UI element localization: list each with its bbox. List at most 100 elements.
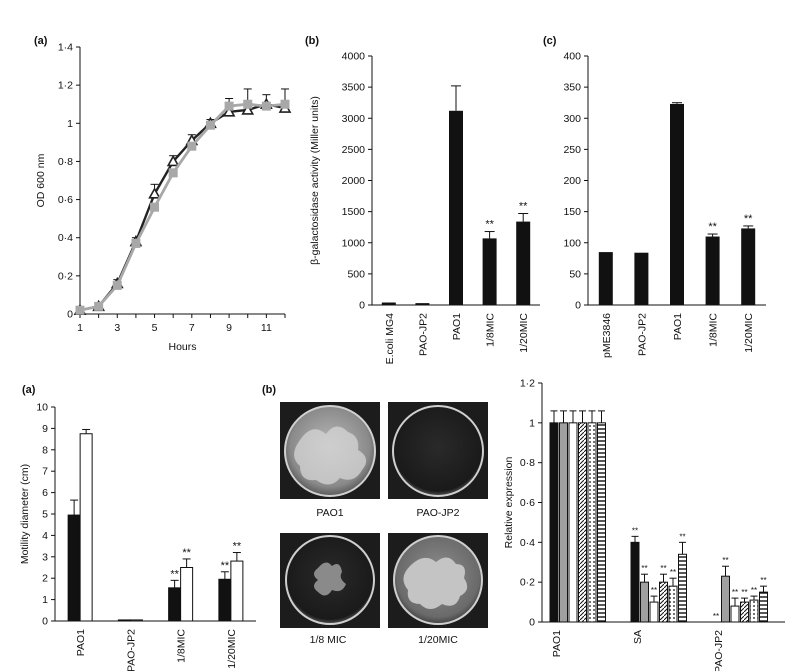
bar bbox=[721, 575, 730, 623]
significance-marker: ** bbox=[182, 547, 191, 559]
significance-marker: ** bbox=[708, 221, 717, 233]
y-tick-label: 300 bbox=[563, 113, 581, 125]
significance-marker: ** bbox=[651, 586, 657, 595]
x-tick-label: PAO-JP2 bbox=[417, 313, 429, 356]
y-axis-label: Relative expression bbox=[503, 457, 515, 549]
y-tick-label: 1 bbox=[67, 118, 73, 130]
motility-bar-chart: (a) 0 1 2 3 4 5 6 7 8 9 10 Motility diameter (cm) PAO… bbox=[19, 384, 256, 671]
panel-label: (a) bbox=[22, 384, 36, 396]
y-tick-label: 0 bbox=[42, 616, 48, 628]
bar bbox=[516, 221, 531, 305]
data-point bbox=[112, 280, 122, 290]
significance-marker: ** bbox=[670, 568, 676, 577]
y-tick-label: 10 bbox=[36, 402, 48, 414]
series-line bbox=[79, 102, 286, 312]
y-tick-label: 1·2 bbox=[58, 80, 73, 92]
bar bbox=[749, 599, 759, 623]
bar bbox=[67, 514, 81, 622]
plate-photo-panel: (b) PAO1 PAO-JP2 1/8 MIC 1/20MIC bbox=[262, 384, 488, 646]
bar bbox=[740, 601, 749, 623]
panel-label: (c) bbox=[543, 35, 557, 47]
data-point bbox=[280, 99, 290, 109]
significance-marker: ** bbox=[722, 556, 728, 565]
bar bbox=[549, 422, 559, 623]
bar bbox=[482, 238, 497, 305]
bar bbox=[168, 587, 182, 622]
bar bbox=[705, 236, 720, 305]
x-tick-label: 1/8MIC bbox=[485, 313, 497, 347]
bar bbox=[640, 581, 649, 623]
x-tick-label: 5 bbox=[152, 322, 158, 334]
data-point bbox=[168, 168, 178, 178]
x-tick-label: SA bbox=[632, 630, 644, 644]
x-tick-label: PAO-JP2 bbox=[125, 629, 137, 671]
x-tick-label: 1 bbox=[77, 322, 83, 334]
y-tick-label: 0 bbox=[67, 309, 73, 321]
relative-expression-bar-chart: 0 0·2 0·4 0·6 0·8 1 1·2 Relative expression PAO1… bbox=[503, 378, 785, 671]
x-axis-label: Hours bbox=[168, 341, 196, 353]
plate-1-20-mic: 1/20MIC bbox=[388, 533, 488, 646]
y-tick-label: 2000 bbox=[342, 175, 366, 187]
bar bbox=[730, 605, 740, 623]
significance-marker: ** bbox=[751, 586, 757, 595]
bar bbox=[449, 110, 463, 305]
bar bbox=[218, 578, 232, 622]
data-point bbox=[150, 202, 160, 212]
y-tick-label: 200 bbox=[563, 175, 581, 187]
bar bbox=[129, 619, 143, 622]
data-point bbox=[94, 301, 104, 311]
bar bbox=[668, 585, 678, 623]
y-tick-label: 150 bbox=[563, 206, 581, 218]
plate-label-1-8-mic: 1/8 MIC bbox=[310, 634, 347, 646]
beta-galactosidase-bar-chart: (b) 0 500 1000 1500 2000 2500 3000 3500 4000 β-gal… bbox=[305, 35, 540, 364]
data-point bbox=[261, 101, 271, 111]
bar bbox=[741, 228, 756, 305]
plate-label-pao1: PAO1 bbox=[316, 507, 343, 519]
plate-pao1: PAO1 bbox=[280, 402, 380, 519]
x-tick-label: 1/20MIC bbox=[518, 313, 530, 353]
y-tick-label: 2 bbox=[42, 573, 48, 585]
y-tick-label: 0·2 bbox=[58, 270, 73, 282]
y-tick-label: 3000 bbox=[342, 113, 366, 125]
y-tick-label: 0 bbox=[529, 617, 535, 629]
y-tick-label: 6 bbox=[42, 487, 48, 499]
bar bbox=[659, 581, 668, 623]
bar bbox=[670, 103, 684, 306]
data-point bbox=[148, 187, 161, 199]
bar bbox=[649, 601, 659, 623]
data-point bbox=[222, 105, 236, 117]
significance-marker: ** bbox=[485, 219, 494, 231]
bar bbox=[578, 422, 587, 623]
y-tick-label: 0·4 bbox=[520, 537, 535, 549]
panel-c-bar-chart: (c) 0 50 100 150 200 250 300 350 400 pME3846 PAO-JP… bbox=[543, 35, 766, 358]
plate-pao-jp2: PAO-JP2 bbox=[388, 402, 488, 519]
y-tick-label: 0·8 bbox=[520, 457, 535, 469]
significance-marker: ** bbox=[679, 532, 685, 541]
significance-marker: ** bbox=[221, 560, 230, 572]
bar bbox=[630, 541, 640, 623]
x-tick-label: PAO1 bbox=[451, 313, 463, 340]
y-tick-label: 0 bbox=[575, 300, 581, 312]
x-tick-label: PAO1 bbox=[551, 630, 563, 657]
significance-marker: ** bbox=[170, 568, 179, 580]
y-tick-label: 5 bbox=[42, 509, 48, 521]
y-tick-label: 0·6 bbox=[520, 497, 535, 509]
y-tick-label: 7 bbox=[42, 466, 48, 478]
significance-marker: ** bbox=[741, 588, 747, 597]
y-tick-label: 50 bbox=[569, 268, 581, 280]
bar bbox=[180, 567, 194, 622]
data-point bbox=[205, 120, 215, 130]
x-tick-label: PAO-JP2 bbox=[713, 630, 725, 671]
significance-marker: ** bbox=[732, 588, 738, 597]
x-tick-label: pME3846 bbox=[601, 313, 613, 358]
y-tick-label: 400 bbox=[563, 51, 581, 63]
y-tick-label: 0·8 bbox=[58, 156, 73, 168]
plate-panel-label: (b) bbox=[262, 384, 276, 396]
y-tick-label: 350 bbox=[563, 82, 581, 94]
y-tick-label: 1·4 bbox=[58, 42, 73, 54]
y-tick-label: 250 bbox=[563, 144, 581, 156]
bar bbox=[117, 619, 131, 622]
bar bbox=[230, 560, 244, 622]
x-tick-label: PAO-JP2 bbox=[636, 313, 648, 356]
